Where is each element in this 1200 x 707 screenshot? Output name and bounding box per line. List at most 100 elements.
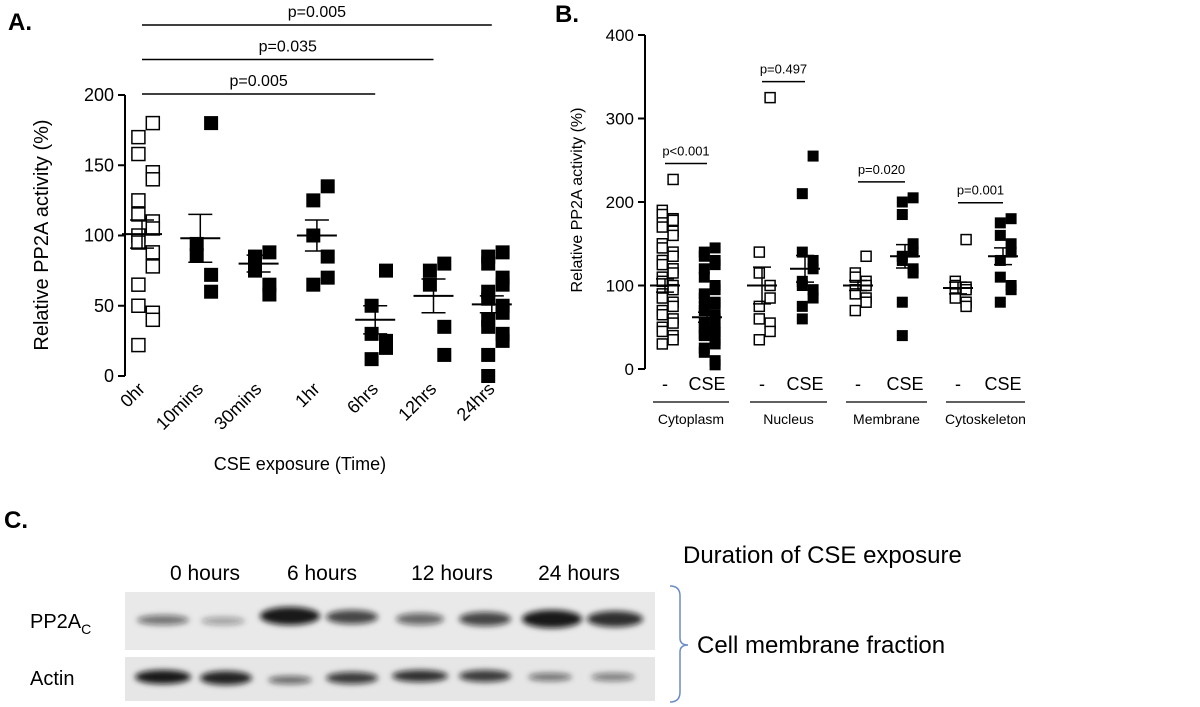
data-point [204, 284, 219, 299]
data-point [145, 245, 161, 260]
data-point [364, 352, 379, 367]
data-point [204, 116, 219, 131]
data-point [896, 296, 908, 308]
data-point [796, 246, 808, 258]
lane-label: 12 hours [411, 562, 493, 585]
data-point [131, 193, 146, 208]
data-point [481, 347, 496, 362]
data-point [145, 115, 161, 131]
data-point [437, 319, 452, 334]
data-point [667, 267, 679, 279]
data-point [764, 325, 776, 338]
data-point [709, 338, 721, 350]
data-point [656, 242, 669, 254]
data-point [667, 173, 679, 186]
data-point [481, 291, 496, 306]
data-point [656, 258, 669, 271]
data-point [495, 245, 510, 260]
data-point [994, 229, 1006, 241]
data-point [189, 248, 204, 263]
data-point [656, 325, 669, 338]
data-point [709, 359, 721, 371]
data-point [204, 267, 219, 282]
data-point [896, 196, 908, 208]
data-point [994, 217, 1006, 229]
data-point [481, 369, 496, 383]
data-point [131, 235, 146, 250]
data-point [709, 298, 721, 310]
y-tick-label: 0 [104, 366, 114, 386]
data-point [709, 284, 721, 296]
row-label-text: PP2A [30, 611, 82, 633]
x-axis-label: CSE exposure (Time) [214, 454, 386, 474]
data-point [422, 277, 437, 292]
data-point [896, 209, 908, 221]
data-point [306, 277, 321, 292]
group-label: Membrane [853, 411, 920, 427]
data-point [667, 300, 679, 313]
brace [669, 585, 689, 703]
x-tick-label: - [955, 374, 961, 394]
lane-label: 6 hours [287, 562, 357, 585]
group-label: Nucleus [763, 411, 814, 427]
panel-label: A. [8, 9, 32, 36]
p-value: p<0.001 [662, 143, 709, 158]
data-point [379, 340, 393, 355]
data-point [960, 283, 972, 296]
x-tick-label: 24hrs [453, 379, 499, 425]
data-point [907, 192, 919, 204]
y-axis-label: Relative PP2A activity (%) [31, 119, 53, 350]
y-tick-label: 0 [625, 360, 634, 379]
p-value: p=0.020 [858, 162, 905, 177]
row-label: Actin [30, 668, 74, 690]
lane-label: 24 hours [538, 562, 620, 585]
lane-label: 0 hours [170, 562, 240, 585]
panel-label: B. [555, 1, 579, 28]
data-point [656, 338, 669, 350]
data-point [698, 305, 710, 317]
x-tick-label: 1hr [291, 379, 324, 412]
x-tick-label: 6hrs [343, 379, 382, 418]
data-point [860, 296, 872, 308]
data-point [753, 246, 766, 258]
data-point [131, 207, 146, 222]
data-point [949, 292, 962, 304]
data-point [656, 308, 669, 321]
data-point [320, 249, 335, 264]
x-tick-label: 12hrs [394, 379, 440, 425]
x-tick-label: - [855, 374, 861, 394]
data-point [320, 179, 335, 194]
data-point [994, 296, 1006, 308]
data-point [306, 193, 321, 208]
y-tick-label: 100 [84, 226, 114, 246]
data-point [1005, 284, 1017, 296]
data-point [145, 312, 161, 328]
data-point [667, 317, 679, 329]
data-point [698, 250, 710, 262]
group-label: Cytoplasm [658, 411, 724, 427]
x-tick-label: 10mins [152, 379, 207, 434]
data-point [807, 292, 819, 304]
data-point [667, 229, 679, 242]
p-value: p=0.497 [760, 62, 807, 77]
x-tick-label: CSE [886, 374, 923, 394]
bands [135, 607, 643, 685]
y-tick-label: 100 [606, 277, 634, 296]
data-point [1005, 213, 1017, 225]
data-point [753, 267, 766, 279]
data-point [764, 91, 776, 104]
data-point [656, 292, 669, 304]
data-point [667, 214, 679, 227]
data-point [248, 263, 262, 278]
data-point [437, 256, 452, 271]
data-point [849, 304, 862, 317]
data-point [262, 287, 277, 302]
data-point [379, 263, 393, 278]
data-point [248, 249, 262, 264]
blot-heading: Duration of CSE exposure [683, 542, 962, 569]
data-point [131, 337, 146, 353]
data-point [960, 300, 972, 313]
p-value: p=0.035 [259, 39, 317, 56]
data-point [495, 277, 510, 292]
